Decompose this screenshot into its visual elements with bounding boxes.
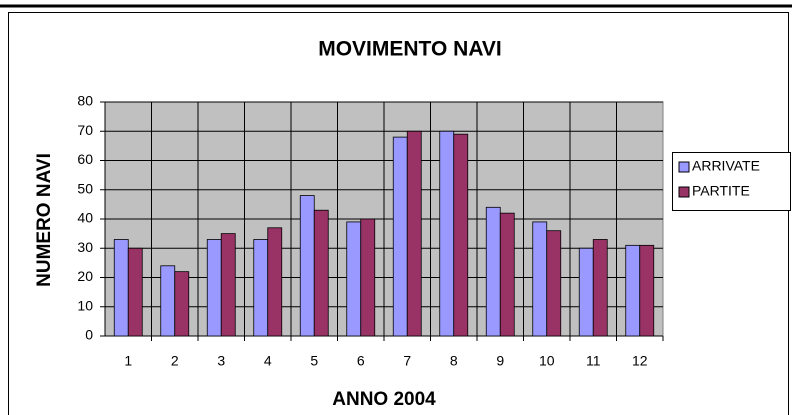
legend-box — [672, 152, 791, 211]
x-tick-label: 12 — [632, 353, 648, 369]
y-tick-label: 80 — [77, 93, 93, 109]
x-tick-label: 6 — [357, 353, 365, 369]
legend-swatch — [678, 161, 690, 173]
bar — [127, 247, 143, 337]
y-tick-label: 60 — [77, 151, 93, 167]
y-tick-label: 40 — [77, 210, 93, 226]
bar — [439, 130, 455, 337]
bar — [253, 239, 269, 337]
y-tick-label: 0 — [85, 327, 93, 343]
x-tick-label: 4 — [264, 353, 272, 369]
x-tick-label: 11 — [586, 353, 601, 369]
bar — [346, 221, 362, 337]
bar — [220, 233, 236, 337]
bar — [360, 218, 376, 337]
bar — [206, 239, 222, 337]
x-tick-label: 10 — [539, 353, 555, 369]
bar — [174, 271, 190, 337]
legend-label: PARTITE — [692, 183, 750, 199]
bar — [532, 221, 548, 337]
bar — [453, 133, 469, 337]
bar — [499, 212, 515, 337]
y-tick-label: 10 — [77, 297, 93, 313]
bar — [313, 209, 329, 337]
x-tick-label: 1 — [124, 353, 132, 369]
x-tick-label: 5 — [310, 353, 318, 369]
x-tick-label: 9 — [496, 353, 504, 369]
bar — [113, 239, 129, 337]
y-axis-label: NUMERO NAVI — [34, 153, 55, 287]
y-tick-label: 50 — [77, 180, 93, 196]
y-tick-label: 30 — [77, 239, 93, 255]
bar — [406, 130, 422, 337]
bar — [267, 227, 283, 337]
y-tick-label: 20 — [77, 268, 93, 284]
x-axis-label: ANNO 2004 — [332, 389, 436, 410]
bar — [485, 206, 501, 337]
x-tick-label: 2 — [171, 353, 179, 369]
bar — [392, 136, 408, 337]
bar — [546, 230, 562, 337]
bar — [299, 195, 315, 337]
bar — [160, 265, 176, 337]
bar — [578, 247, 594, 337]
x-tick-label: 3 — [217, 353, 225, 369]
bar — [592, 239, 608, 337]
y-tick-label: 70 — [77, 122, 93, 138]
bar — [625, 244, 641, 337]
x-tick-label: 7 — [403, 353, 411, 369]
x-tick-label: 8 — [450, 353, 458, 369]
legend-swatch — [678, 186, 690, 198]
bar — [639, 244, 655, 337]
legend-label: ARRIVATE — [692, 158, 760, 174]
chart-title: MOVIMENTO NAVI — [318, 38, 502, 61]
